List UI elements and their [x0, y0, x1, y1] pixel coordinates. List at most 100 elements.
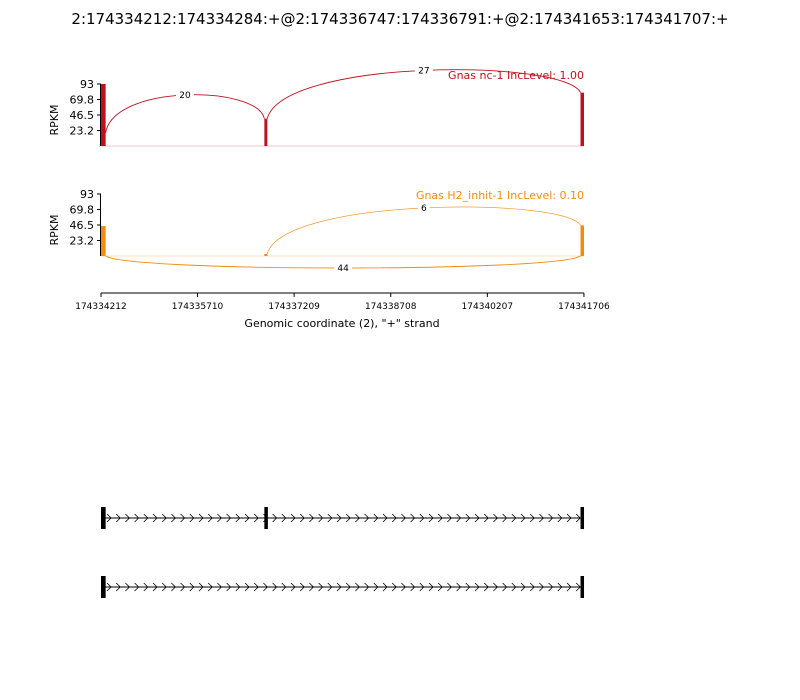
- strand-chevron: [401, 582, 406, 592]
- y-tick-label: 69.8: [70, 93, 95, 106]
- strand-chevron: [189, 513, 195, 523]
- x-tick-label: 174335710: [172, 302, 224, 312]
- strand-chevron: [263, 582, 268, 592]
- strand-chevron: [447, 582, 452, 592]
- strand-chevron: [143, 582, 149, 592]
- strand-chevron: [226, 513, 232, 523]
- coverage-exon-2: [264, 118, 268, 146]
- x-tick-label: 174340207: [462, 302, 514, 312]
- strand-chevron: [217, 513, 222, 523]
- coverage-exon-1: [101, 226, 106, 256]
- strand-chevron: [566, 582, 572, 592]
- isoform-2: [101, 576, 585, 598]
- strand-chevron: [345, 513, 351, 523]
- isoform-1: [101, 507, 585, 529]
- strand-chevron: [134, 513, 140, 523]
- strand-chevron: [207, 582, 213, 592]
- y-tick-label: 23.2: [70, 125, 95, 138]
- y-tick-label: 46.5: [70, 219, 95, 232]
- strand-chevron: [180, 513, 186, 523]
- strand-chevron: [217, 582, 222, 592]
- strand-chevron: [171, 513, 176, 523]
- strand-chevron: [364, 513, 370, 523]
- strand-chevron: [575, 582, 581, 592]
- x-tick-label: 174334212: [75, 302, 127, 312]
- strand-chevron: [465, 513, 471, 523]
- strand-chevron: [539, 582, 544, 592]
- strand-chevron: [382, 513, 388, 523]
- strand-chevron: [373, 513, 379, 523]
- exon-2: [264, 507, 268, 529]
- strand-chevron: [309, 582, 314, 592]
- strand-chevron: [125, 582, 130, 592]
- strand-chevron: [520, 582, 526, 592]
- strand-chevron: [290, 513, 296, 523]
- exon-1: [101, 507, 106, 529]
- junction-count: 20: [179, 91, 191, 101]
- strand-chevron: [189, 582, 195, 592]
- strand-chevron: [474, 582, 480, 592]
- junction-count: 6: [421, 204, 427, 214]
- y-tick-label: 69.8: [70, 203, 95, 216]
- strand-chevron: [244, 513, 250, 523]
- x-axis-label: Genomic coordinate (2), "+" strand: [244, 317, 439, 330]
- track-legend: Gnas H2_inhit-1 IncLevel: 0.10: [416, 189, 584, 202]
- junction-arc-1: [266, 206, 581, 255]
- strand-chevron: [456, 513, 462, 523]
- coverage-exon-3: [580, 92, 584, 146]
- exon-2: [580, 576, 585, 598]
- strand-chevron: [364, 582, 370, 592]
- strand-chevron: [253, 513, 259, 523]
- strand-chevron: [161, 582, 167, 592]
- strand-chevron: [410, 513, 416, 523]
- strand-chevron: [161, 513, 167, 523]
- strand-chevron: [152, 582, 158, 592]
- strand-chevron: [548, 582, 554, 592]
- strand-chevron: [391, 582, 397, 592]
- y-axis-label: RPKM: [48, 215, 61, 246]
- strand-chevron: [318, 513, 324, 523]
- strand-chevron: [419, 582, 425, 592]
- strand-chevron: [493, 582, 498, 592]
- isoform-models: [101, 507, 585, 598]
- strand-chevron: [575, 513, 581, 523]
- strand-chevron: [529, 582, 535, 592]
- strand-chevron: [373, 582, 379, 592]
- strand-chevron: [198, 513, 204, 523]
- strand-chevron: [557, 582, 563, 592]
- strand-chevron: [428, 513, 434, 523]
- track-legend: Gnas nc-1 IncLevel: 1.00: [448, 69, 584, 82]
- coverage-tracks: 93 69.8 46.5 23.2 RPKM 20 27 Gnas nc-1 IncLevel…: [48, 64, 584, 274]
- x-tick-label: 174341706: [558, 302, 610, 312]
- strand-chevron: [483, 582, 489, 592]
- strand-chevron: [483, 513, 489, 523]
- junction-count: 44: [337, 264, 349, 274]
- strand-chevron: [548, 513, 554, 523]
- junction-label-bg: [176, 88, 195, 100]
- strand-chevron: [299, 582, 305, 592]
- strand-chevron: [456, 582, 462, 592]
- strand-chevron: [355, 582, 360, 592]
- x-tick-label: 174338708: [365, 302, 417, 312]
- strand-chevron: [272, 582, 278, 592]
- exon-1: [101, 576, 106, 598]
- strand-chevron: [336, 513, 342, 523]
- strand-chevron: [557, 513, 563, 523]
- coverage-exon-3: [580, 225, 584, 256]
- strand-chevron: [327, 513, 333, 523]
- junction-label-bg: [334, 262, 353, 273]
- strand-chevron: [355, 513, 360, 523]
- strand-chevron: [309, 513, 314, 523]
- strand-chevron: [235, 513, 241, 523]
- strand-chevron: [419, 513, 425, 523]
- strand-chevron: [143, 513, 149, 523]
- strand-chevron: [529, 513, 535, 523]
- x-tick-label: 174337209: [268, 302, 320, 312]
- strand-chevron: [345, 582, 351, 592]
- track-1: 93 69.8 46.5 23.2 RPKM 20 27 Gnas nc-1 IncLevel…: [48, 64, 584, 147]
- y-tick-label: 46.5: [70, 109, 95, 122]
- chart-title: 2:174334212:174334284:+@2:174336747:1743…: [71, 10, 728, 28]
- strand-chevron: [502, 582, 508, 592]
- strand-chevron: [171, 582, 176, 592]
